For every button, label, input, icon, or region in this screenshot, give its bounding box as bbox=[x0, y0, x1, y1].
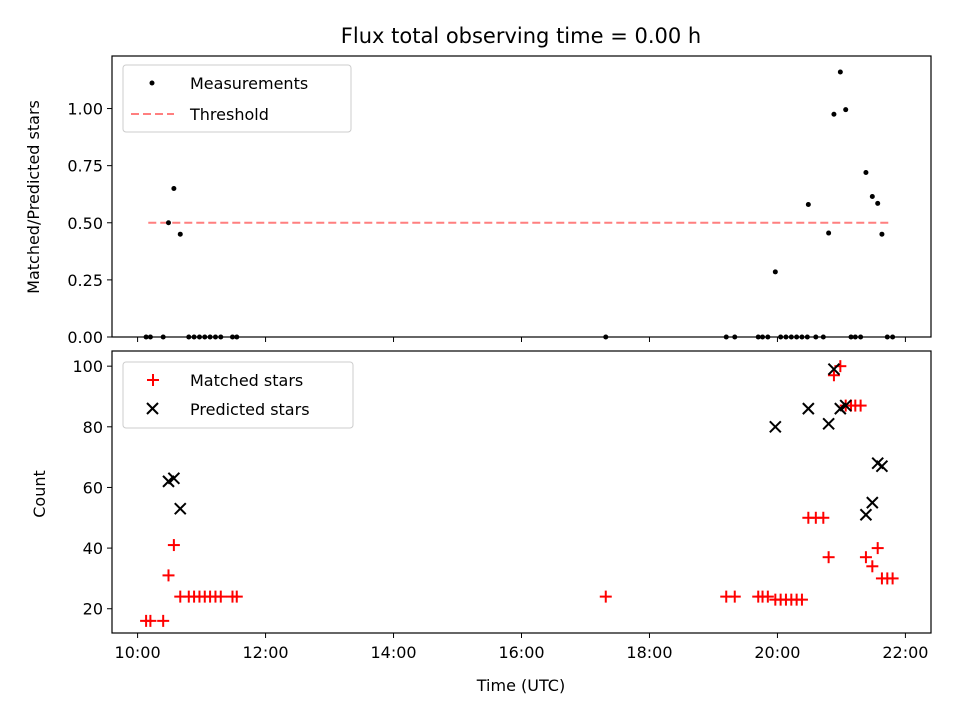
predicted-star-point bbox=[866, 496, 879, 509]
bottom-y-axis: 20 40 60 80 100 bbox=[72, 357, 112, 619]
bottom-x-tick-label: 14:00 bbox=[370, 643, 416, 662]
bottom-legend: Matched stars Predicted stars bbox=[122, 361, 354, 429]
measurement-point bbox=[805, 201, 811, 207]
predicted-star-point bbox=[839, 399, 852, 412]
measurement-point bbox=[879, 231, 885, 237]
bottom-x-tick-label: 18:00 bbox=[626, 643, 672, 662]
matched-star-point bbox=[761, 590, 774, 603]
bottom-x-axis: 10:00 12:00 14:00 16:00 18:00 20:00 22:00 bbox=[115, 633, 928, 662]
legend-matched-label: Matched stars bbox=[190, 371, 303, 390]
measurement-point bbox=[875, 200, 881, 206]
legend-matched-marker bbox=[147, 374, 159, 386]
bottom-x-axis-label: Time (UTC) bbox=[476, 676, 565, 695]
top-y-tick-label: 0.75 bbox=[67, 157, 103, 176]
bottom-y-axis-label: Count bbox=[30, 470, 49, 518]
chart-title: Flux total observing time = 0.00 h bbox=[341, 24, 701, 48]
legend-measurements-marker bbox=[149, 80, 155, 86]
measurement-point bbox=[843, 107, 849, 113]
matched-star-point bbox=[854, 399, 867, 412]
legend-threshold-label: Threshold bbox=[189, 105, 269, 124]
top-y-tick-label: 0.00 bbox=[67, 328, 103, 347]
measurement-point bbox=[837, 69, 843, 75]
bottom-y-tick-label: 20 bbox=[83, 600, 103, 619]
bottom-plot-area bbox=[140, 360, 899, 627]
predicted-star-point bbox=[174, 502, 187, 515]
bottom-x-tick-label: 16:00 bbox=[498, 643, 544, 662]
predicted-star-point bbox=[859, 508, 873, 521]
legend-measurements-label: Measurements bbox=[190, 74, 308, 93]
measurement-point bbox=[165, 220, 171, 226]
top-x-ticks bbox=[137, 337, 906, 342]
matched-star-point bbox=[827, 369, 840, 382]
predicted-star-point bbox=[827, 362, 841, 376]
bottom-x-tick-label: 20:00 bbox=[754, 643, 800, 662]
predicted-star-point bbox=[769, 420, 782, 434]
measurement-point bbox=[171, 186, 177, 192]
top-panel: 0.00 0.25 0.50 0.75 1.00 Matched/Predicted s… bbox=[24, 55, 932, 347]
matched-star-point bbox=[728, 590, 741, 603]
bottom-y-tick-label: 60 bbox=[83, 478, 103, 497]
predicted-star-point bbox=[822, 417, 835, 430]
predicted-star-point bbox=[875, 460, 889, 473]
measurement-point bbox=[831, 111, 837, 117]
matched-star-point bbox=[157, 614, 170, 627]
top-y-tick-label: 1.00 bbox=[67, 100, 103, 119]
bottom-x-tick-label: 10:00 bbox=[115, 643, 161, 662]
matched-star-point bbox=[822, 551, 835, 564]
matched-star-point bbox=[230, 590, 243, 603]
top-legend-box bbox=[122, 64, 352, 133]
bottom-panel: 20 40 60 80 100 10:00 12:00 14:00 16:00 18:00 20:… bbox=[30, 350, 932, 695]
bottom-y-tick-label: 40 bbox=[83, 539, 103, 558]
measurement-point bbox=[869, 194, 875, 199]
matched-star-point bbox=[859, 551, 872, 564]
predicted-star-point bbox=[167, 472, 181, 485]
matched-star-point bbox=[167, 539, 180, 552]
matched-star-point bbox=[599, 590, 612, 603]
bottom-y-tick-label: 100 bbox=[72, 357, 103, 376]
matched-star-point bbox=[886, 572, 899, 585]
measurement-point bbox=[863, 170, 869, 176]
legend-predicted-label: Predicted stars bbox=[190, 400, 310, 419]
matched-star-point bbox=[795, 593, 808, 606]
measurement-point bbox=[177, 231, 183, 237]
matched-star-point bbox=[817, 511, 830, 524]
bottom-y-tick-label: 80 bbox=[83, 418, 103, 437]
top-y-tick-label: 0.50 bbox=[67, 214, 103, 233]
legend-predicted-marker bbox=[146, 402, 159, 415]
top-legend: Measurements Threshold bbox=[122, 64, 352, 133]
bottom-x-tick-label: 12:00 bbox=[243, 643, 289, 662]
bottom-x-tick-label: 22:00 bbox=[882, 643, 928, 662]
matched-star-point bbox=[866, 560, 879, 573]
top-y-axis-label: Matched/Predicted stars bbox=[24, 100, 43, 294]
top-y-axis: 0.00 0.25 0.50 0.75 1.00 bbox=[67, 100, 112, 347]
matched-star-point bbox=[144, 614, 157, 627]
measurement-point bbox=[772, 269, 778, 275]
predicted-star-point bbox=[802, 402, 815, 415]
measurement-point bbox=[826, 230, 832, 236]
matched-star-point bbox=[214, 590, 227, 603]
matched-star-point bbox=[162, 569, 175, 582]
top-y-tick-label: 0.25 bbox=[67, 271, 103, 290]
matched-star-point bbox=[871, 542, 884, 555]
bottom-legend-box bbox=[122, 361, 354, 429]
